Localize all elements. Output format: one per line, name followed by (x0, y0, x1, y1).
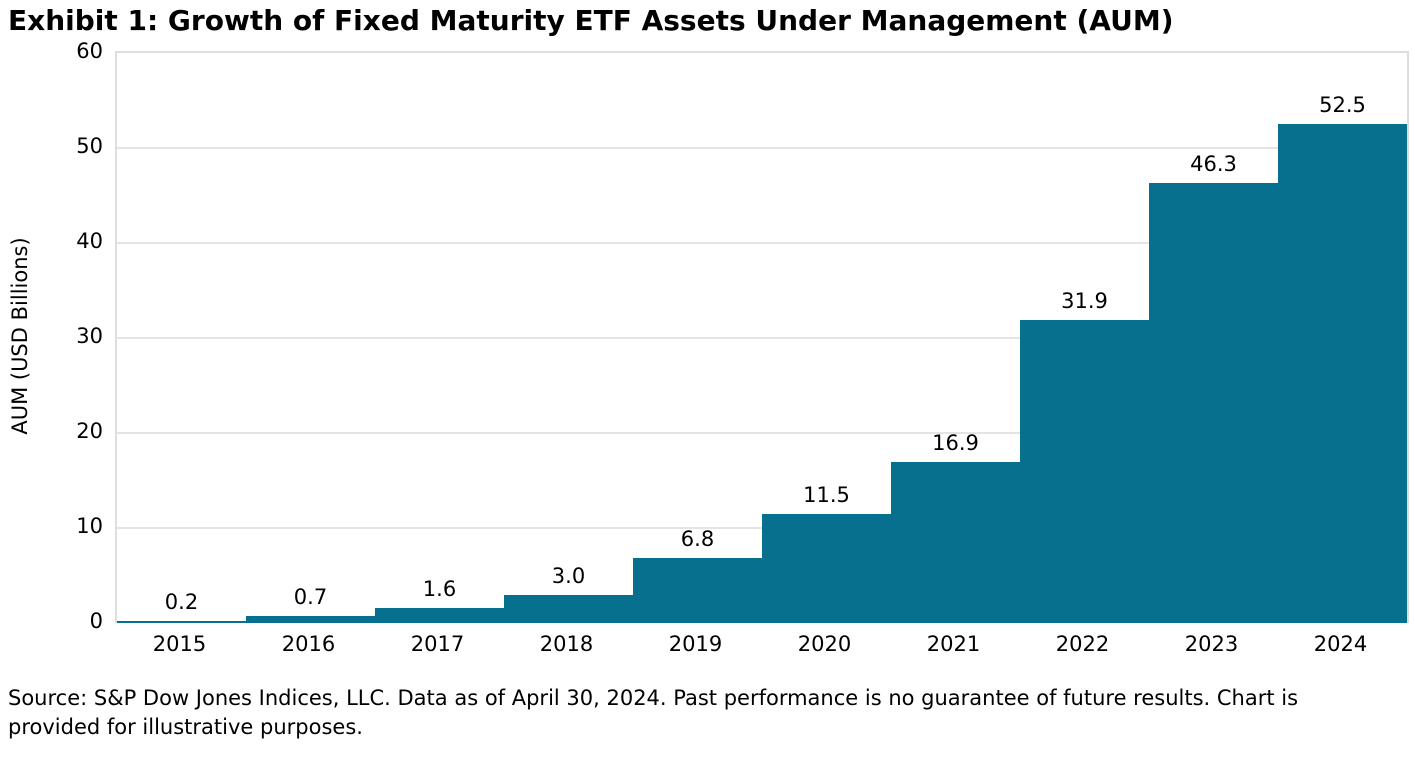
y-tick-label-10: 10 (76, 514, 103, 538)
x-tick-label-2024: 2024 (1313, 632, 1368, 656)
y-tick-label-40: 40 (76, 229, 103, 253)
gridline-40 (117, 242, 1407, 244)
bar-2016 (246, 616, 375, 623)
bar-2022 (1020, 319, 1149, 623)
x-tick-label-2018: 2018 (539, 632, 594, 656)
x-tick-label-2017: 2017 (410, 632, 465, 656)
y-tick-label-50: 50 (76, 134, 103, 158)
x-tick-label-2019: 2019 (668, 632, 723, 656)
bar-2017 (375, 607, 504, 623)
x-tick-label-2016: 2016 (281, 632, 336, 656)
y-axis-title: AUM (USD Billions) (8, 237, 32, 435)
value-label-2017: 1.6 (422, 576, 457, 601)
value-label-2018: 3.0 (551, 563, 586, 588)
bar-2021 (891, 462, 1020, 623)
gridline-30 (117, 337, 1407, 339)
value-label-2019: 6.8 (680, 527, 715, 552)
x-tick-label-2020: 2020 (797, 632, 852, 656)
x-tick-label-2015: 2015 (152, 632, 207, 656)
bar-2023 (1149, 183, 1278, 623)
x-tick-label-2021: 2021 (926, 632, 981, 656)
bar-2024 (1278, 124, 1407, 623)
bar-2020 (762, 513, 891, 623)
plot-area: 0.2 0.7 1.6 3.0 6.8 11.5 16.9 31.9 46.3 52.5 (115, 51, 1409, 623)
x-tick-label-2022: 2022 (1055, 632, 1110, 656)
bar-2015 (117, 621, 246, 623)
y-tick-label-20: 20 (76, 419, 103, 443)
y-tick-label-0: 0 (89, 609, 103, 633)
value-label-2020: 11.5 (803, 482, 850, 507)
bar-2018 (504, 594, 633, 623)
value-label-2021: 16.9 (932, 431, 979, 456)
source-note: Source: S&P Dow Jones Indices, LLC. Data… (8, 686, 1299, 739)
bar-2019 (633, 558, 762, 623)
gridline-20 (117, 432, 1407, 434)
value-label-2015: 0.2 (164, 590, 199, 615)
chart-title: Exhibit 1: Growth of Fixed Maturity ETF … (8, 4, 1174, 37)
y-tick-label-60: 60 (76, 39, 103, 63)
x-tick-label-2023: 2023 (1184, 632, 1239, 656)
value-label-2016: 0.7 (293, 585, 328, 610)
value-label-2023: 46.3 (1190, 152, 1237, 177)
y-tick-label-30: 30 (76, 324, 103, 348)
gridline-50 (117, 147, 1407, 149)
value-label-2024: 52.5 (1319, 93, 1366, 118)
value-label-2022: 31.9 (1061, 288, 1108, 313)
